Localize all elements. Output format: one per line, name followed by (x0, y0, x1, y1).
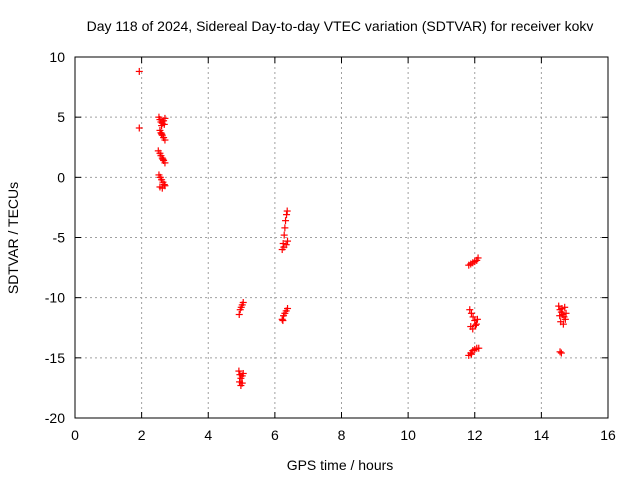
x-tick-label: 0 (71, 427, 79, 443)
x-tick-label: 8 (338, 427, 346, 443)
data-point (279, 240, 287, 248)
y-axis-label: SDTVAR / TECUs (5, 182, 21, 294)
y-tick-label: 0 (57, 169, 65, 185)
data-point (279, 317, 287, 325)
data-point (280, 243, 288, 251)
y-tick-label: -5 (53, 230, 66, 246)
data-point (160, 181, 168, 189)
data-point (557, 349, 565, 357)
x-axis-label: GPS time / hours (287, 457, 394, 473)
data-point (238, 379, 246, 387)
y-tick-labels: -20 -15 -10 -5 0 5 10 (45, 49, 65, 426)
data-point (161, 182, 169, 190)
data-point (466, 306, 474, 314)
x-tick-label: 12 (467, 427, 483, 443)
data-point (159, 155, 167, 163)
data-point (135, 124, 143, 132)
axis-ticks (74, 56, 609, 419)
y-tick-label: -20 (45, 410, 65, 426)
data-point (281, 224, 289, 232)
y-tick-label: -15 (45, 350, 65, 366)
data-point (467, 309, 475, 317)
data-point (284, 237, 292, 245)
data-point (556, 312, 564, 320)
data-point (278, 315, 286, 323)
data-point (135, 67, 143, 75)
chart-title: Day 118 of 2024, Sidereal Day-to-day VTE… (87, 18, 594, 34)
data-point (469, 313, 477, 321)
grid-lines (75, 57, 608, 418)
data-point (472, 320, 480, 328)
y-tick-label: 10 (49, 49, 65, 65)
data-point (467, 350, 475, 358)
x-tick-label: 4 (204, 427, 212, 443)
x-tick-label: 16 (600, 427, 616, 443)
data-point (283, 207, 291, 215)
data-point (239, 369, 247, 377)
data-point (473, 315, 481, 323)
data-point (284, 304, 292, 312)
data-point (561, 315, 569, 323)
y-tick-label: 5 (57, 109, 65, 125)
data-point (559, 320, 567, 328)
data-point (282, 217, 290, 225)
data-point (235, 311, 243, 319)
data-point (158, 130, 166, 138)
data-point (239, 298, 247, 306)
data-point (160, 120, 168, 128)
y-tick-label: -10 (45, 290, 65, 306)
data-point (161, 136, 169, 144)
data-point (562, 309, 570, 317)
data-point (235, 367, 243, 375)
x-tick-labels: 0 2 4 6 8 10 12 14 16 (71, 427, 616, 443)
data-point (556, 348, 564, 356)
data-point (280, 231, 288, 239)
data-point (471, 321, 479, 329)
data-point (474, 254, 482, 262)
data-point (475, 344, 483, 352)
data-point (283, 211, 291, 219)
x-tick-label: 14 (534, 427, 550, 443)
data-points (135, 67, 570, 390)
x-tick-label: 10 (400, 427, 416, 443)
data-point (469, 325, 477, 333)
data-point (558, 304, 566, 312)
x-tick-label: 6 (271, 427, 279, 443)
data-point (161, 114, 169, 122)
x-tick-label: 2 (138, 427, 146, 443)
data-point (161, 159, 169, 167)
